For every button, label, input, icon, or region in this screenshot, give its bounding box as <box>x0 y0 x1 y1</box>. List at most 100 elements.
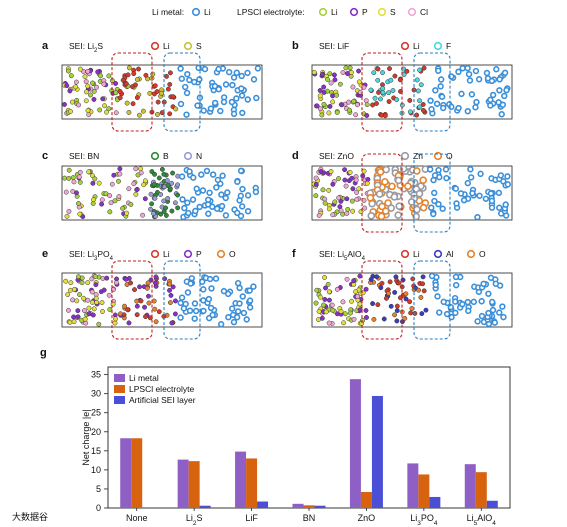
li-metal-atom <box>452 298 459 305</box>
atoms <box>61 64 262 118</box>
sei-atom <box>379 280 385 286</box>
li-metal-atom <box>186 168 193 175</box>
sei-atom-swatch <box>216 249 226 259</box>
li-metal-atom <box>201 65 209 73</box>
li-metal-interface-box <box>413 260 451 340</box>
bar-lpscl-electrolyte <box>360 491 372 508</box>
li-metal-atom <box>439 104 447 112</box>
li-metal-atom <box>234 178 241 185</box>
electrolyte-atom <box>336 176 341 182</box>
li-metal-atom <box>238 92 246 99</box>
electrolyte-atom <box>357 301 363 307</box>
electrolyte-atom <box>86 305 92 311</box>
electrolyte-atom <box>356 186 362 192</box>
electrolyte-atom <box>363 308 369 313</box>
sei-atom <box>392 73 398 79</box>
electrolyte-atom <box>85 108 91 114</box>
sei-atom <box>374 274 380 280</box>
sei-atom <box>167 287 172 293</box>
sei-atom <box>148 191 154 197</box>
electrolyte-atom <box>71 314 77 320</box>
electrolyte-atom <box>361 168 367 174</box>
li-metal-atom <box>452 309 459 317</box>
electrolyte-atom <box>317 93 323 99</box>
sei-atom <box>136 112 142 118</box>
x-tick-label: Li3PO4 <box>410 513 438 527</box>
sei-atom <box>381 316 387 322</box>
bar-lpscl-electrolyte <box>418 474 430 508</box>
li-metal-atom <box>192 307 200 315</box>
panel-letter: a <box>42 40 49 52</box>
sei-label: SEI: BN <box>69 151 99 161</box>
sei-atom <box>175 182 181 188</box>
electrolyte-atom <box>334 109 340 115</box>
panel-letter: c <box>42 150 48 162</box>
sei-atom <box>394 97 400 103</box>
sei-atom <box>150 71 156 77</box>
sei-atom <box>120 77 126 83</box>
li-metal-atom <box>238 72 245 80</box>
sei-atom <box>412 310 418 316</box>
sei-atom <box>420 101 426 107</box>
li-metal-interface-box <box>163 260 201 340</box>
sei-atom-label: Zn <box>413 151 423 161</box>
electrolyte-atom <box>318 169 324 174</box>
electrolyte-atom <box>314 287 320 293</box>
sei-atom-label: S <box>196 41 202 51</box>
electrolyte-atom <box>342 311 348 317</box>
electrolyte-atom <box>350 186 356 192</box>
li-metal-interface-box <box>413 52 451 132</box>
panel-d: d SEI: ZnO Zn O <box>292 150 513 233</box>
sei-atom <box>387 279 393 285</box>
sei-atom <box>167 300 173 306</box>
li-metal-atom <box>500 313 507 321</box>
sei-atom <box>167 70 173 76</box>
simulation-cell <box>61 272 263 328</box>
li-metal-atom <box>207 105 215 112</box>
sei-atom <box>123 81 129 87</box>
bar-artificial-sei-layer <box>257 501 269 508</box>
electrolyte-interface-box <box>361 52 403 132</box>
atoms <box>63 273 257 328</box>
li-metal-atom <box>208 285 215 292</box>
li-metal-atom <box>502 201 509 208</box>
electrolyte-atom <box>316 213 322 218</box>
li-metal-atom <box>224 189 231 196</box>
electrolyte-atom <box>83 320 89 326</box>
electrolyte-atom <box>326 110 332 116</box>
electrolyte-atom-swatch <box>318 7 328 17</box>
sei-atom <box>417 67 423 73</box>
sei-atom <box>123 276 129 282</box>
sei-atom-swatch <box>183 151 193 161</box>
electrolyte-atom <box>338 208 344 214</box>
li-metal-atom <box>499 303 506 310</box>
electrolyte-atom <box>75 308 81 314</box>
electrolyte-atom <box>344 276 350 282</box>
electrolyte-atom <box>100 308 105 314</box>
li-metal-atom <box>459 65 466 72</box>
sei-atom <box>378 202 386 211</box>
sei-atom <box>159 90 165 96</box>
electrolyte-atom <box>140 212 146 218</box>
sei-atom <box>375 77 381 83</box>
sei-atom <box>386 90 392 96</box>
sei-atom <box>403 296 409 302</box>
sei-atom <box>170 170 176 176</box>
li-metal-atom <box>229 305 236 312</box>
li-metal-atom <box>238 203 246 210</box>
bar-lpscl-electrolyte <box>475 472 487 508</box>
li-metal-atom <box>498 111 505 118</box>
electrolyte-atom <box>104 109 109 115</box>
li-metal-atom <box>464 298 471 306</box>
li-metal-atom <box>178 173 186 180</box>
electrolyte-atom <box>351 98 357 104</box>
li-metal-atom <box>222 194 229 202</box>
sei-atom <box>394 308 400 314</box>
bar-chart: g 0 5 10 15 20 25 30 35 Net charge |e| None Li2S LiF… <box>40 347 511 527</box>
electrolyte-atom <box>77 292 83 298</box>
sei-atom-swatch <box>466 249 476 259</box>
li-metal-atom <box>483 69 491 77</box>
electrolyte-atom <box>86 112 92 118</box>
li-metal-atom <box>496 204 503 211</box>
li-metal-atom <box>504 173 511 180</box>
